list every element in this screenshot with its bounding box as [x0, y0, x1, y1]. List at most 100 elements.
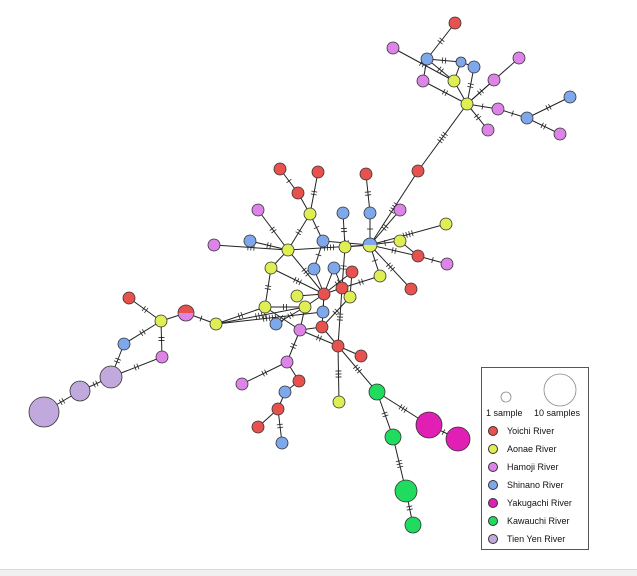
haplotype-node: [446, 427, 470, 451]
mutation-tick: [438, 40, 443, 44]
haplotype-node: [318, 288, 330, 300]
haplotype-node: [405, 283, 417, 295]
haplotype-node: [412, 165, 424, 177]
haplotype-node: [332, 340, 344, 352]
mutation-tick: [442, 57, 443, 63]
haplotype-node: [421, 53, 433, 65]
mutation-tick: [445, 58, 446, 64]
haplotype-node: [513, 52, 525, 64]
legend-label: Yoichi River: [507, 426, 554, 436]
legend-swatch: [488, 516, 498, 526]
mutation-tick: [269, 315, 270, 321]
haplotype-node: [337, 207, 349, 219]
haplotype-node: [279, 386, 291, 398]
legend-label: Shinano River: [507, 480, 564, 490]
mutation-tick: [263, 316, 264, 322]
haplotype-node: [369, 384, 385, 400]
mutation-tick: [482, 104, 483, 110]
mutation-tick: [365, 195, 371, 196]
mutation-tick: [296, 232, 301, 235]
mutation-tick: [399, 404, 402, 409]
mutation-tick: [266, 315, 267, 321]
haplotype-node: [417, 75, 429, 87]
haplotype-node: [304, 208, 316, 220]
haplotype-node: [299, 301, 311, 313]
haplotype-node: [449, 17, 461, 29]
haplotype-node-segment: [178, 313, 194, 321]
haplotype-node-segment: [178, 305, 194, 313]
haplotype-node: [276, 437, 288, 449]
mutation-tick: [265, 286, 271, 287]
network-edge: [527, 97, 570, 118]
haplotype-node: [360, 168, 372, 180]
mutation-tick: [441, 135, 446, 139]
size-large-label: 10 samples: [534, 408, 580, 418]
haplotype-node: [282, 244, 294, 256]
haplotype-node: [385, 429, 401, 445]
mutation-tick: [439, 137, 444, 141]
size-key-large-circle: [544, 374, 576, 406]
haplotype-node: [252, 204, 264, 216]
mutation-tick: [404, 408, 407, 413]
mutation-tick: [270, 227, 275, 231]
network-edge: [124, 321, 161, 344]
mutation-tick: [265, 289, 271, 290]
legend-swatch: [488, 462, 498, 472]
mutation-tick: [311, 194, 317, 195]
legend-entry-yoichi: Yoichi River: [488, 424, 554, 438]
haplotype-node: [312, 166, 324, 178]
legend-label: Hamoji River: [507, 462, 559, 472]
haplotype-node: [252, 421, 264, 433]
legend-label: Yakugachi River: [507, 498, 572, 508]
mutation-tick: [277, 427, 283, 428]
haplotype-node: [100, 366, 122, 388]
size-key-small-circle: [501, 392, 511, 402]
haplotype-node: [364, 207, 376, 219]
haplotype-node: [294, 324, 306, 336]
haplotype-node: [394, 204, 406, 216]
haplotype-node: [482, 124, 494, 136]
haplotype-node: [374, 270, 386, 282]
legend-entry-shinano: Shinano River: [488, 478, 564, 492]
legend-size-key: [482, 368, 590, 408]
haplotype-node: [492, 103, 504, 115]
haplotype-node: [412, 250, 424, 262]
haplotype-node: [236, 378, 248, 390]
mutation-tick: [437, 139, 442, 143]
haplotype-node: [123, 292, 135, 304]
haplotype-node: [416, 412, 442, 438]
haplotype-node: [405, 517, 421, 533]
haplotype-node: [387, 42, 399, 54]
mutation-tick: [468, 83, 474, 84]
legend-entry-tienyen: Tien Yen River: [488, 532, 565, 546]
network-edge: [427, 23, 455, 59]
haplotype-node: [155, 315, 167, 327]
mutation-tick: [277, 424, 283, 425]
haplotype-node: [461, 98, 473, 110]
legend-entry-kawauchi: Kawauchi River: [488, 514, 570, 528]
haplotype-node: [265, 262, 277, 274]
legend: 1 sample 10 samples Yoichi River Aonae R…: [481, 367, 589, 550]
haplotype-node: [468, 61, 480, 73]
haplotype-node: [244, 235, 256, 247]
legend-entry-yakugachi: Yakugachi River: [488, 496, 572, 510]
mutation-tick: [261, 312, 262, 318]
mutation-tick: [62, 398, 65, 403]
haplotype-node: [293, 375, 305, 387]
mutation-tick: [290, 312, 293, 317]
haplotype-node: [292, 187, 304, 199]
legend-label: Kawauchi River: [507, 516, 570, 526]
mutation-tick: [297, 229, 302, 232]
mutation-tick: [467, 86, 473, 87]
haplotype-node: [281, 356, 293, 368]
legend-swatch: [488, 444, 498, 454]
haplotype-node: [554, 128, 566, 140]
haplotype-node: [291, 290, 303, 302]
haplotype-node: [346, 266, 358, 278]
size-small-label: 1 sample: [486, 408, 523, 418]
haplotype-node: [344, 291, 356, 303]
legend-entry-hamoji: Hamoji River: [488, 460, 559, 474]
haplotype-node: [488, 74, 500, 86]
legend-swatch: [488, 498, 498, 508]
mutation-tick: [272, 229, 277, 233]
